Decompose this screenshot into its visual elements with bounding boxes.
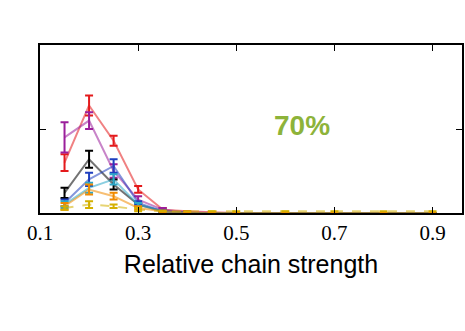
- svg-text:70%: 70%: [274, 110, 330, 141]
- svg-text:0.5: 0.5: [223, 221, 249, 245]
- svg-text:0.3: 0.3: [125, 221, 151, 245]
- svg-text:Relative chain strength: Relative chain strength: [124, 250, 378, 278]
- svg-text:0.1: 0.1: [27, 221, 53, 245]
- svg-text:0.7: 0.7: [321, 221, 347, 245]
- svg-text:0.9: 0.9: [419, 221, 445, 245]
